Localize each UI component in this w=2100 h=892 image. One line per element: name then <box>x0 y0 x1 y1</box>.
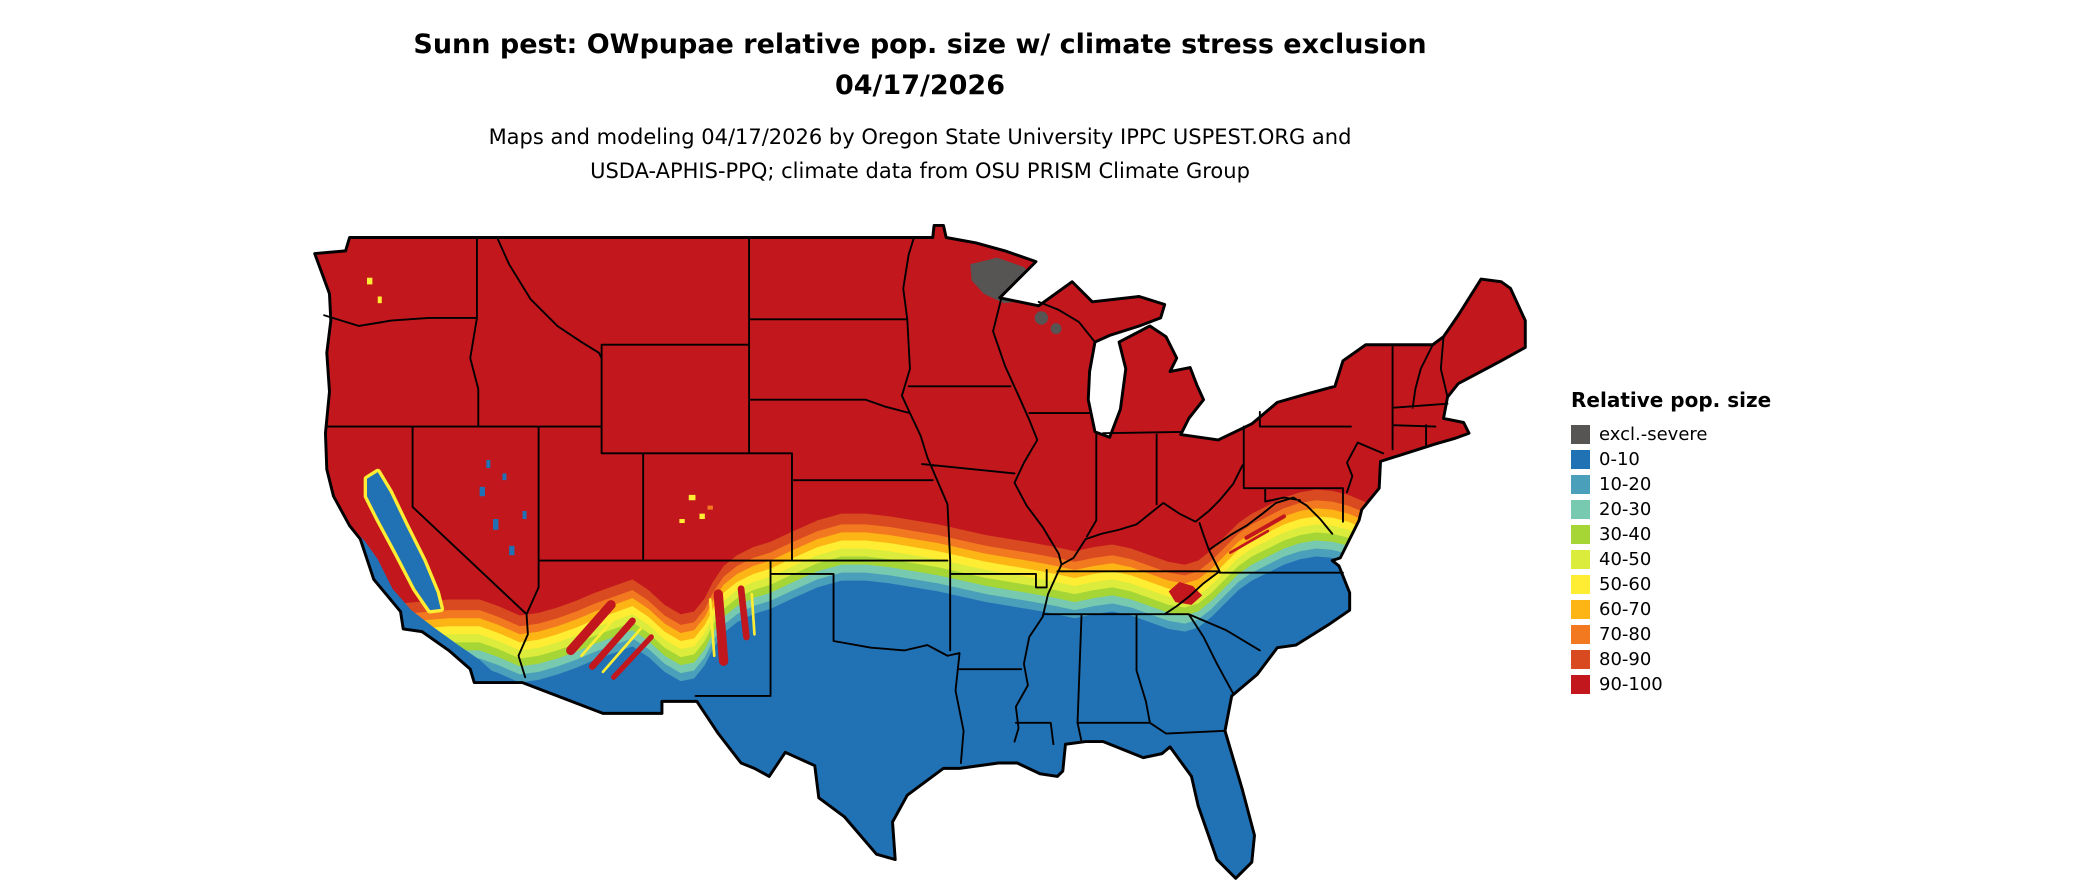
map-speck <box>509 545 515 556</box>
map-speck <box>679 519 685 524</box>
legend-item: 70-80 <box>1571 622 1771 647</box>
legend-item: 80-90 <box>1571 647 1771 672</box>
map-subtitle-line1: Maps and modeling 04/17/2026 by Oregon S… <box>488 125 1352 149</box>
arizona-mountain-streak-1 <box>566 600 616 656</box>
legend-label: 80-90 <box>1599 649 1652 670</box>
legend-swatch <box>1571 550 1590 569</box>
map-speck <box>493 519 499 530</box>
wisconsin-severe-exclusion-dot-2 <box>1050 323 1062 335</box>
newmexico-streak-halo-2 <box>750 592 756 636</box>
map-speck <box>522 510 527 520</box>
legend-item: 0-10 <box>1571 447 1771 472</box>
legend-label: 30-40 <box>1599 524 1652 545</box>
central-valley-blue <box>367 472 441 611</box>
arizona-mountain-streak-3 <box>611 634 654 680</box>
legend-swatch <box>1571 600 1590 619</box>
arizona-mountain-streak-2 <box>588 617 636 670</box>
legend-label: 20-30 <box>1599 499 1652 520</box>
map-speck <box>479 486 485 497</box>
map-speck <box>367 277 373 285</box>
legend-title: Relative pop. size <box>1571 388 1772 412</box>
arizona-streak-halo-2 <box>601 627 642 674</box>
legend-label: 40-50 <box>1599 549 1652 570</box>
legend-swatch <box>1571 675 1590 694</box>
legend-label: 10-20 <box>1599 474 1652 495</box>
map-title-block: Sunn pest: OWpupae relative pop. size w/… <box>0 24 1840 106</box>
legend-item: 20-30 <box>1571 497 1771 522</box>
legend-item: 50-60 <box>1571 572 1771 597</box>
legend-items: excl.-severe 0-10 10-20 20-30 30-40 40-50 50-6… <box>1571 422 1771 697</box>
map-subtitle-block: Maps and modeling 04/17/2026 by Oregon S… <box>0 120 1840 188</box>
map-speck <box>699 513 705 520</box>
california-coast-blue <box>349 525 496 683</box>
legend-item: 40-50 <box>1571 547 1771 572</box>
newmexico-mountain-streak-2 <box>737 585 750 641</box>
map-subtitle-line2: USDA-APHIS-PPQ; climate data from OSU PR… <box>590 159 1250 183</box>
legend-label: 60-70 <box>1599 599 1652 620</box>
legend-item: 60-70 <box>1571 597 1771 622</box>
legend-swatch <box>1571 500 1590 519</box>
legend-swatch <box>1571 650 1590 669</box>
legend-label: 70-80 <box>1599 624 1652 645</box>
virginia-ridge-streak-2 <box>1229 529 1270 554</box>
legend-swatch <box>1571 525 1590 544</box>
legend-swatch <box>1571 450 1590 469</box>
map-title: Sunn pest: OWpupae relative pop. size w/… <box>413 29 1427 60</box>
legend-item: 30-40 <box>1571 522 1771 547</box>
legend-item: 10-20 <box>1571 472 1771 497</box>
legend-label: 0-10 <box>1599 449 1640 470</box>
map-speck <box>707 505 713 510</box>
arizona-streak-halo-1 <box>580 611 621 658</box>
legend-swatch <box>1571 475 1590 494</box>
smokies-red-patch <box>1168 582 1203 605</box>
wisconsin-severe-exclusion-dot-1 <box>1034 311 1049 325</box>
us-map-container <box>308 208 1528 885</box>
map-overlays <box>349 257 1286 683</box>
legend-item: 90-100 <box>1571 672 1771 697</box>
legend-swatch <box>1571 575 1590 594</box>
state-borders <box>323 236 1449 764</box>
map-legend: Relative pop. size excl.-severe 0-10 10-20… <box>1571 388 1771 697</box>
map-speck <box>377 296 382 304</box>
newmexico-mountain-streak-1 <box>713 589 729 666</box>
mountain-valley-specks <box>367 277 713 556</box>
legend-swatch <box>1571 625 1590 644</box>
virginia-ridge-streak-1 <box>1244 514 1286 540</box>
map-speck <box>502 473 507 481</box>
us-outline <box>313 223 1527 880</box>
legend-swatch <box>1571 425 1590 444</box>
us-map-svg <box>313 223 1527 880</box>
legend-item: excl.-severe <box>1571 422 1771 447</box>
legend-label: 50-60 <box>1599 574 1652 595</box>
legend-label: 90-100 <box>1599 674 1663 695</box>
map-title-date: 04/17/2026 <box>834 70 1005 101</box>
newmexico-streak-halo-1 <box>708 598 716 658</box>
map-speck <box>486 460 491 469</box>
legend-label: excl.-severe <box>1599 424 1708 445</box>
map-speck <box>688 494 696 501</box>
